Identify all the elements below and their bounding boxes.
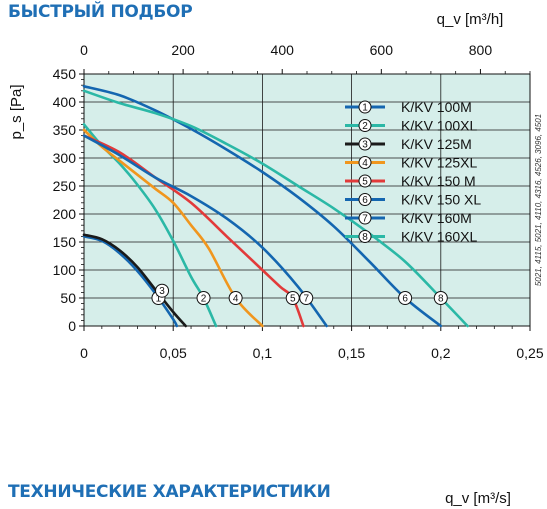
y-tick-label: 300 <box>53 150 77 166</box>
legend-label-1: K/KV 100M <box>401 99 472 115</box>
legend-marker-7 <box>358 211 372 225</box>
legend-marker-label-4: 4 <box>362 158 368 169</box>
curve-marker-label-3: 3 <box>159 286 165 297</box>
legend-label-6: K/KV 150 XL <box>401 192 481 208</box>
curve-5 <box>82 134 305 328</box>
curve-marker-label-8: 8 <box>438 294 444 305</box>
y-tick-label: 50 <box>60 290 76 306</box>
legend-marker-4 <box>358 156 372 169</box>
curve-marker-label-2: 2 <box>201 294 207 305</box>
curve-8 <box>82 89 469 328</box>
y-tick-label: 100 <box>53 262 77 278</box>
x2-axis-label: q_v [m³/h] <box>437 11 504 28</box>
legend-label-8: K/KV 160XL <box>401 229 477 245</box>
x2-tick-label: 0 <box>80 42 88 58</box>
curve-marker-2 <box>196 291 211 305</box>
legend-marker-3 <box>358 137 372 151</box>
curve-3 <box>82 233 187 328</box>
legend-label-2: K/KV 100XL <box>401 118 477 134</box>
legend-label-5: K/KV 150 M <box>401 173 476 189</box>
curve-markers: 1 2 3 4 5 6 7 8 <box>151 283 448 305</box>
legend-marker-2 <box>358 119 372 132</box>
legend-label-4: K/KV 125XL <box>401 155 477 171</box>
page-heading-top: БЫСТРЫЙ ПОДБОР <box>8 2 193 22</box>
x2-tick-label: 200 <box>171 42 195 58</box>
curve-marker-4 <box>228 291 243 305</box>
x-tick-label: 0,2 <box>431 345 451 361</box>
curve-marker-label-7: 7 <box>303 294 309 305</box>
y-tick-label: 400 <box>53 94 77 110</box>
y-tick-label: 0 <box>68 318 76 334</box>
y-tick-label: 350 <box>53 122 77 138</box>
side-note: 5021, 4115, 5021, 4110, 4316, 4526, 3096… <box>534 114 543 286</box>
curve-marker-label-1: 1 <box>156 294 162 305</box>
curves <box>82 85 469 328</box>
curve-marker-5 <box>285 291 300 305</box>
x-axis-label: q_v [m³/s] <box>445 490 511 507</box>
x-tick-label: 0,05 <box>160 345 187 361</box>
x2-tick-label: 800 <box>469 42 493 58</box>
legend-label-3: K/KV 125M <box>401 136 472 152</box>
x2-tick-label: 600 <box>370 42 394 58</box>
legend-marker-8 <box>358 230 372 243</box>
curve-1 <box>82 235 179 328</box>
legend-marker-1 <box>358 100 372 114</box>
legend-marker-label-3: 3 <box>362 140 368 151</box>
x-tick-label: 0,15 <box>338 345 365 361</box>
y-axis-label: p_s [Pa] <box>8 84 25 139</box>
y-tick-label: 450 <box>53 66 77 82</box>
legend-marker-label-5: 5 <box>362 177 368 188</box>
legend-label-7: K/KV 160M <box>401 210 472 226</box>
curve-marker-3 <box>155 283 170 298</box>
x2-tick-label: 400 <box>271 42 295 58</box>
legend: 1 K/KV 100M 2 K/KV 100XL 3 K/KV 125M 4 K/KV 125… <box>345 99 481 245</box>
curve-marker-8 <box>433 291 448 305</box>
plot-frame <box>83 73 531 327</box>
curve-marker-7 <box>299 291 314 305</box>
x-tick-label: 0,25 <box>516 345 543 361</box>
legend-marker-label-8: 8 <box>362 232 368 243</box>
curve-6 <box>82 85 443 328</box>
legend-marker-label-2: 2 <box>362 121 368 132</box>
y-tick-label: 250 <box>53 178 77 194</box>
legend-marker-label-1: 1 <box>362 103 368 114</box>
curve-marker-label-5: 5 <box>290 294 296 305</box>
legend-marker-6 <box>358 193 372 206</box>
page-heading-bottom: ТЕХНИЧЕСКИЕ ХАРАКТЕРИСТИКИ <box>8 482 331 502</box>
curve-marker-label-4: 4 <box>233 294 239 305</box>
curve-4 <box>82 128 264 328</box>
legend-marker-label-7: 7 <box>362 214 368 225</box>
curve-marker-6 <box>398 291 413 305</box>
curve-marker-label-6: 6 <box>402 294 408 305</box>
legend-marker-label-6: 6 <box>362 195 368 206</box>
curve-7 <box>82 134 328 328</box>
x-tick-label: 0,1 <box>253 345 273 361</box>
plot-area <box>84 74 530 326</box>
y-tick-label: 200 <box>53 206 77 222</box>
legend-marker-5 <box>358 174 372 188</box>
y-tick-label: 150 <box>53 234 77 250</box>
x-tick-label: 0 <box>80 345 88 361</box>
